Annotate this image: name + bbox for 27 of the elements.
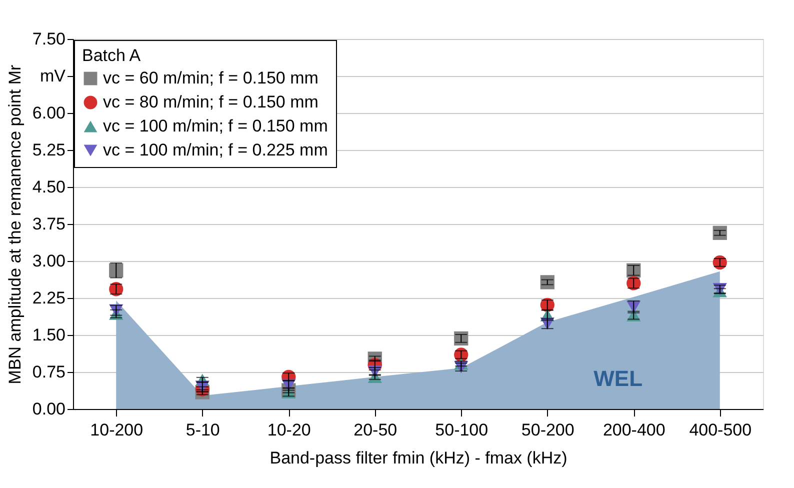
x-tick-label: 10-200: [90, 420, 144, 440]
annotation: WEL: [594, 366, 643, 391]
x-tick-label: 200-400: [602, 420, 666, 440]
x-tick-label: 10-20: [267, 420, 311, 440]
y-tick-label: 0.75: [32, 362, 66, 382]
y-tick-label: 4.50: [32, 178, 66, 196]
y-tick-label: 3.75: [32, 214, 66, 234]
legend-label: vc = 80 m/min; f = 0.150 mm: [103, 92, 318, 112]
y-tick-label: 1.50: [32, 326, 66, 344]
x-tick-label: 400-500: [689, 420, 752, 440]
y-tick-label: 5.25: [32, 140, 66, 160]
y-tick-label: mV: [40, 66, 66, 86]
legend-label: vc = 100 m/min; f = 0.150 mm: [103, 116, 328, 136]
legend-label: vc = 60 m/min; f = 0.150 mm: [103, 68, 318, 88]
y-tick-label: 7.50: [32, 30, 66, 48]
x-tick-label: 5-10: [186, 420, 220, 440]
y-tick-label: 0.00: [32, 400, 66, 418]
y-axis-title: MBN amplitude at the remanence point Mr: [5, 64, 24, 384]
x-tick-label: 20-50: [354, 420, 398, 440]
y-tick-label: 6.00: [32, 104, 66, 122]
legend-label: vc = 100 m/min; f = 0.225 mm: [103, 140, 328, 160]
y-tick-label: 2.25: [32, 288, 66, 308]
x-tick-label: 50-100: [435, 420, 488, 440]
x-tick-label: 50-200: [521, 420, 574, 440]
x-axis-title: Band-pass filter fmin (kHz) - fmax (kHz): [270, 448, 568, 468]
legend-title: Batch A: [82, 46, 142, 65]
y-tick-label: 3.00: [32, 252, 66, 270]
